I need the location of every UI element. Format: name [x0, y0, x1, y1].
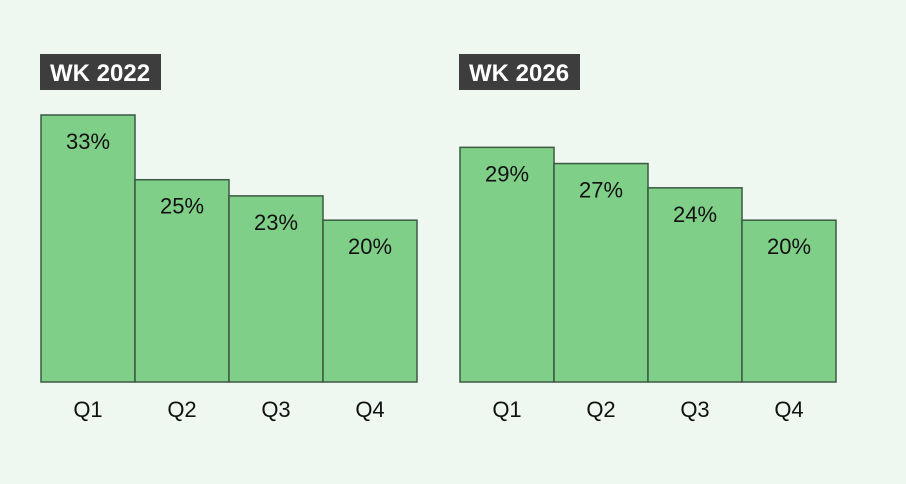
category-tick-label: Q4 [355, 397, 384, 422]
chart-panel-wk-2026: WK 2026 29% Q1 27% Q2 24% Q3 20% Q4 [459, 54, 837, 422]
bar-q4 [322, 219, 418, 383]
chart-title: WK 2026 [469, 60, 569, 87]
chart-title-background [459, 54, 580, 90]
bar-q2 [134, 178, 230, 383]
bar-group: 33% Q1 25% Q2 23% Q3 20% Q4 [40, 114, 418, 422]
chart-panel-wk-2022: WK 2022 33% Q1 25% Q2 23% Q3 20% Q4 [40, 54, 418, 422]
category-tick-label: Q3 [680, 397, 709, 422]
category-tick-label: Q2 [586, 397, 615, 422]
category-tick-label: Q1 [73, 397, 102, 422]
bar-q4 [741, 219, 837, 383]
bar-value-label: 25% [160, 194, 204, 219]
bar-q3 [228, 195, 324, 383]
bar-value-label: 24% [673, 202, 717, 227]
bar-q2 [553, 162, 649, 383]
bar-value-label: 23% [254, 210, 298, 235]
category-tick-label: Q3 [261, 397, 290, 422]
category-tick-label: Q2 [167, 397, 196, 422]
chart-title: WK 2022 [50, 60, 150, 87]
bar-value-label: 33% [66, 129, 110, 154]
bar-value-label: 27% [579, 178, 623, 203]
category-tick-label: Q1 [492, 397, 521, 422]
bar-value-label: 20% [348, 234, 392, 259]
category-tick-label: Q4 [774, 397, 803, 422]
bar-group: 29% Q1 27% Q2 24% Q3 20% Q4 [459, 146, 837, 422]
bar-q1 [40, 114, 136, 383]
bar-value-label: 20% [767, 234, 811, 259]
chart-title-background [40, 54, 161, 90]
bar-q1 [459, 146, 555, 383]
bar-value-label: 29% [485, 161, 529, 186]
bar-q3 [647, 187, 743, 383]
